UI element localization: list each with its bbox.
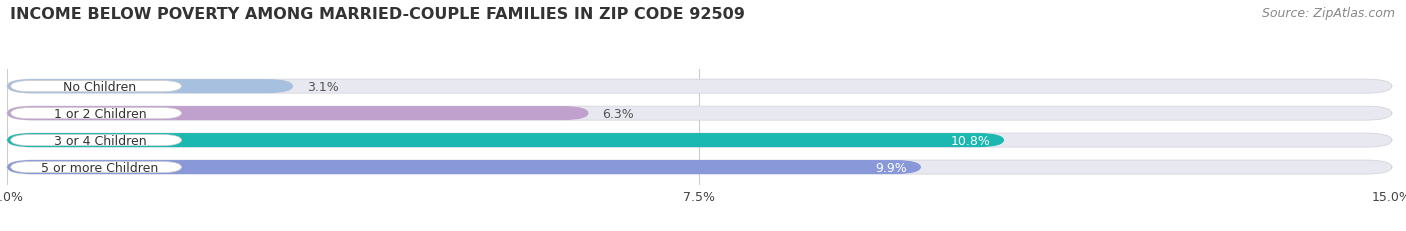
FancyBboxPatch shape [7, 107, 589, 121]
Text: 6.3%: 6.3% [603, 107, 634, 120]
FancyBboxPatch shape [7, 134, 1004, 147]
FancyBboxPatch shape [11, 162, 181, 173]
FancyBboxPatch shape [7, 80, 1392, 94]
FancyBboxPatch shape [11, 135, 181, 146]
FancyBboxPatch shape [7, 160, 1392, 174]
Text: 3.1%: 3.1% [307, 80, 339, 93]
Text: No Children: No Children [63, 80, 136, 93]
FancyBboxPatch shape [7, 80, 294, 94]
FancyBboxPatch shape [11, 108, 181, 119]
FancyBboxPatch shape [7, 160, 921, 174]
FancyBboxPatch shape [7, 107, 1392, 121]
Text: 9.9%: 9.9% [876, 161, 907, 174]
Text: INCOME BELOW POVERTY AMONG MARRIED-COUPLE FAMILIES IN ZIP CODE 92509: INCOME BELOW POVERTY AMONG MARRIED-COUPL… [10, 7, 745, 22]
FancyBboxPatch shape [7, 134, 1392, 147]
Text: 1 or 2 Children: 1 or 2 Children [53, 107, 146, 120]
Text: 10.8%: 10.8% [950, 134, 990, 147]
Text: 5 or more Children: 5 or more Children [41, 161, 159, 174]
FancyBboxPatch shape [11, 81, 181, 92]
Text: 3 or 4 Children: 3 or 4 Children [53, 134, 146, 147]
Text: Source: ZipAtlas.com: Source: ZipAtlas.com [1261, 7, 1395, 20]
